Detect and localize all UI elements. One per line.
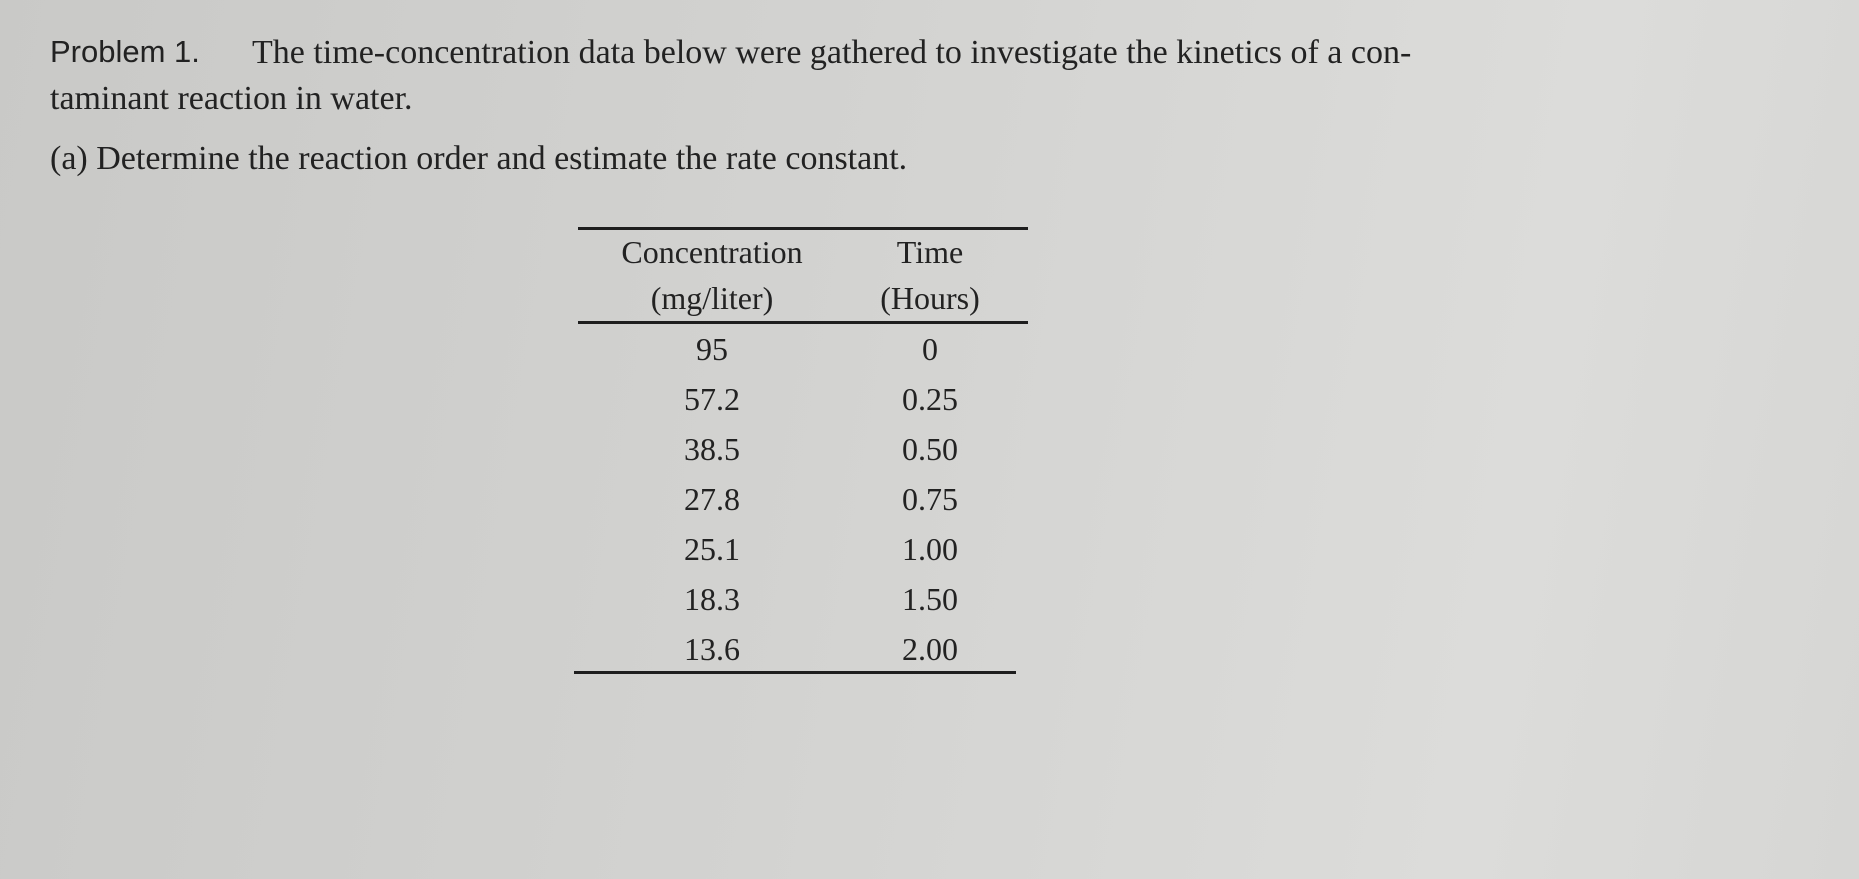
table-header: (Hours) (880, 280, 980, 316)
table-header: Time (896, 234, 964, 270)
table-cell: 25.1 (684, 531, 740, 567)
table-cell: 0.75 (902, 481, 958, 517)
table-cell: 0 (922, 331, 938, 367)
table-cell: 95 (696, 331, 728, 367)
table-cell: 0.50 (902, 431, 958, 467)
table-cell: 57.2 (684, 381, 740, 417)
table-cell: 1.00 (902, 531, 958, 567)
table-cell: 2.00 (902, 631, 958, 667)
problem-text: The time-concentration data below were g… (252, 34, 1412, 71)
table-cell: 27.8 (684, 481, 740, 517)
table-cell: 18.3 (684, 581, 740, 617)
table-rule (578, 321, 1028, 324)
problem-text: taminant reaction in water. (50, 80, 413, 117)
table-cell: 1.50 (902, 581, 958, 617)
table-rule (578, 227, 1028, 230)
table-cell: 38.5 (684, 431, 740, 467)
table-cell: 13.6 (684, 631, 740, 667)
problem-label: Problem 1. (50, 34, 200, 69)
table-header: (mg/liter) (650, 280, 774, 316)
part-a: (a) Determine the reaction order and est… (50, 140, 908, 177)
table-header: Concentration (621, 234, 803, 270)
table-cell: 0.25 (902, 381, 958, 417)
table-rule (574, 671, 1016, 674)
